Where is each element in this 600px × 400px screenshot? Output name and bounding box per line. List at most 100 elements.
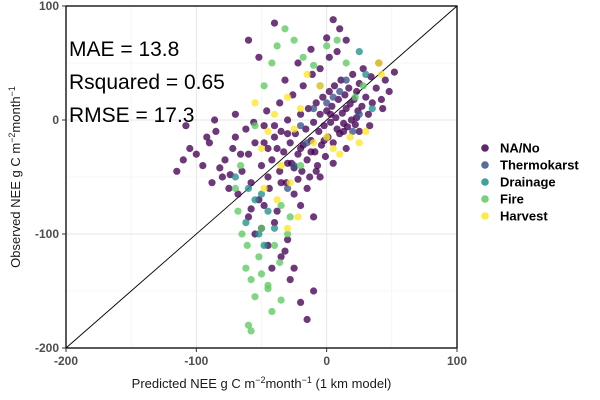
data-point [359, 82, 367, 90]
data-point [268, 264, 276, 272]
data-point [237, 150, 245, 158]
legend: NA/No Thermokarst Drainage Fire Harvest [481, 141, 579, 224]
data-point [234, 190, 242, 198]
data-point [342, 59, 350, 67]
data-point [247, 327, 255, 335]
data-point [192, 150, 200, 158]
stats-annotations: MAE = 13.8 Rsquared = 0.65 RMSE = 17.3 [69, 38, 225, 127]
data-point [251, 122, 259, 130]
data-point [333, 48, 341, 56]
data-point [286, 179, 294, 187]
x-axis-title: Predicted NEE g C m−2month−1 (1 km model… [132, 375, 392, 391]
data-point [277, 127, 285, 135]
data-point [237, 162, 245, 170]
data-point [260, 201, 268, 210]
data-point [310, 213, 318, 221]
legend-key [481, 212, 489, 220]
data-point [329, 144, 337, 153]
data-point [290, 36, 298, 44]
data-point [290, 125, 298, 133]
data-point [205, 139, 213, 147]
data-point [284, 159, 292, 167]
data-point [316, 65, 324, 73]
data-point [323, 133, 331, 141]
y-tick-label: 0 [52, 113, 59, 127]
data-point [323, 42, 331, 50]
data-point [297, 105, 305, 113]
data-point [255, 53, 263, 61]
ticks-layer: -200 -100 0 100 -200 -100 0 100 [35, 0, 467, 368]
data-point [327, 118, 335, 126]
data-point [244, 184, 253, 192]
data-point [286, 213, 294, 221]
legend-label: Fire [500, 192, 524, 207]
data-point [290, 190, 298, 198]
data-point [312, 167, 320, 175]
data-point [327, 110, 335, 118]
data-point [364, 110, 372, 118]
data-point [273, 42, 281, 50]
data-point [270, 224, 279, 232]
data-point [257, 190, 266, 198]
data-point [268, 59, 276, 67]
data-point [325, 87, 333, 96]
data-point [379, 105, 387, 113]
legend-key [481, 195, 489, 203]
data-point [216, 164, 224, 172]
data-point [281, 247, 289, 255]
data-point [299, 53, 307, 61]
data-point [276, 99, 284, 107]
data-point [277, 179, 285, 187]
data-point [333, 36, 341, 44]
legend-label: Harvest [500, 209, 548, 224]
data-point [251, 139, 259, 147]
data-point [243, 241, 251, 249]
data-point [231, 110, 239, 118]
data-point [260, 122, 268, 130]
data-point [362, 93, 370, 101]
data-point [310, 139, 318, 147]
stat-annotation: MAE = 13.8 [69, 38, 179, 61]
data-point [247, 276, 255, 284]
data-point [284, 230, 292, 238]
data-point [355, 127, 363, 135]
data-point [263, 107, 271, 115]
data-point [264, 281, 272, 289]
legend-key [481, 161, 489, 169]
data-point [265, 184, 273, 192]
data-point [257, 270, 266, 278]
data-point [270, 19, 279, 27]
data-point [340, 127, 348, 135]
data-point [268, 307, 276, 316]
data-point [307, 45, 315, 53]
data-point [313, 162, 322, 170]
data-point [179, 156, 187, 164]
data-point [199, 162, 207, 170]
data-point [294, 59, 302, 67]
data-point [277, 296, 285, 304]
data-point [186, 144, 194, 153]
data-point [302, 125, 310, 133]
legend-label: Drainage [500, 175, 556, 190]
data-point [330, 82, 339, 90]
data-point [298, 167, 306, 175]
data-point [332, 114, 340, 122]
data-point [208, 179, 216, 187]
legend-label: Thermokarst [500, 158, 579, 173]
data-point [368, 105, 376, 113]
data-point [362, 70, 370, 78]
data-point [359, 65, 367, 73]
data-point [337, 76, 345, 84]
data-point [231, 133, 239, 141]
data-point [294, 150, 302, 158]
data-point [268, 156, 276, 164]
data-point [355, 48, 363, 56]
data-point [329, 139, 337, 147]
data-point [385, 87, 393, 96]
data-point [329, 16, 337, 24]
data-point [336, 25, 344, 33]
data-point [355, 139, 363, 147]
data-point [308, 70, 316, 78]
data-point [319, 93, 327, 101]
